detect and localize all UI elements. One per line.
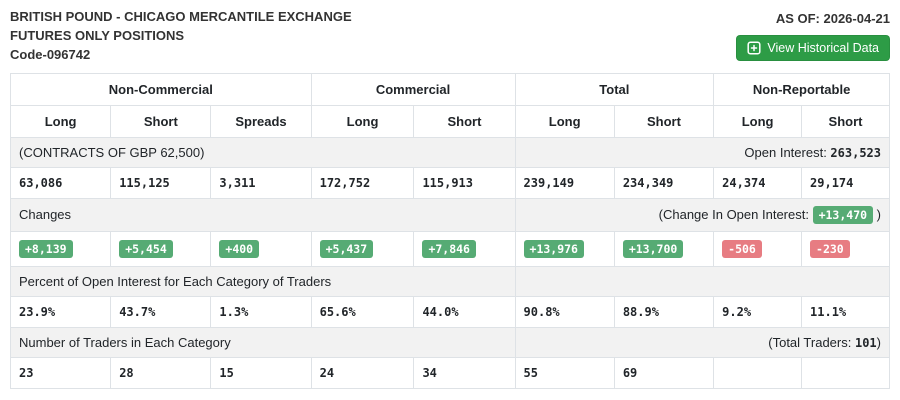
report-titles: BRITISH POUND - CHICAGO MERCANTILE EXCHA… [10, 8, 352, 65]
change-badge: -230 [810, 239, 850, 258]
col-header-noncomm-short: Short [110, 104, 212, 138]
changes-label-row: Changes (Change In Open Interest: +13,47… [10, 197, 891, 232]
group-header-noncommercial: Non-Commercial [10, 72, 312, 106]
traders-row: 23 28 15 24 34 55 69 [9, 356, 890, 389]
positions-cell: 234,349 [613, 166, 715, 199]
changes-cell: -506 [713, 230, 803, 267]
change-badge: +8,139 [19, 239, 73, 258]
change-open-interest-label: (Change In Open Interest: +13,470 ) [514, 197, 891, 232]
group-header-row: Non-Commercial Commercial Total Non-Repo… [10, 72, 890, 106]
view-historical-data-label: View Historical Data [767, 41, 879, 55]
change-oi-prefix: (Change In Open Interest: [658, 206, 813, 222]
open-interest-text: Open Interest: [744, 144, 831, 160]
percent-row: 23.9% 43.7% 1.3% 65.6% 44.0% 90.8% 88.9%… [9, 295, 890, 328]
col-header-comm-short: Short [413, 104, 516, 138]
traders-cell [713, 356, 803, 389]
col-header-total-short: Short [613, 104, 715, 138]
traders-cell: 34 [413, 356, 516, 389]
percent-cell: 65.6% [310, 295, 415, 328]
report-header: BRITISH POUND - CHICAGO MERCANTILE EXCHA… [10, 8, 890, 65]
percent-cell: 23.9% [9, 295, 112, 328]
positions-cell: 29,174 [801, 166, 890, 199]
percent-cell: 11.1% [801, 295, 890, 328]
column-header-row: Long Short Spreads Long Short Long Short… [9, 104, 890, 138]
traders-cell [801, 356, 890, 389]
total-traders-value: 101 [854, 335, 877, 350]
positions-cell: 172,752 [310, 166, 415, 199]
changes-cell: +8,139 [9, 230, 112, 267]
changes-row: +8,139 +5,454 +400 +5,437 +7,846 +13,976… [9, 230, 890, 267]
traders-cell: 15 [210, 356, 312, 389]
traders-cell: 55 [514, 356, 615, 389]
traders-cell: 28 [110, 356, 212, 389]
change-badge: +5,437 [319, 239, 374, 258]
change-badge: -506 [722, 239, 762, 258]
percent-cell: 88.9% [613, 295, 715, 328]
report-header-right: AS OF: 2026-04-21 View Historical Data [736, 8, 890, 61]
col-header-nonrep-long: Long [713, 104, 803, 138]
positions-cell: 115,125 [110, 166, 212, 199]
section-label-percent: Percent of Open Interest for Each Catego… [10, 265, 516, 297]
percent-cell: 43.7% [110, 295, 212, 328]
changes-cell: +13,976 [514, 230, 615, 267]
change-oi-badge: +13,470 [812, 205, 874, 224]
col-header-noncomm-spreads: Spreads [210, 104, 312, 138]
changes-cell: +13,700 [613, 230, 715, 267]
open-interest-label: Open Interest: 263,523 [514, 136, 891, 168]
changes-cell: +5,437 [310, 230, 415, 267]
col-header-comm-long: Long [310, 104, 415, 138]
col-header-total-long: Long [514, 104, 615, 138]
positions-cell: 63,086 [9, 166, 112, 199]
changes-cell: +7,846 [413, 230, 516, 267]
positions-cell: 24,374 [713, 166, 803, 199]
section-label-traders: Number of Traders in Each Category [10, 326, 516, 358]
positions-cell: 3,311 [210, 166, 312, 199]
percent-cell: 1.3% [210, 295, 312, 328]
total-traders-label: (Total Traders: 101) [514, 326, 891, 358]
view-historical-data-button[interactable]: View Historical Data [736, 35, 890, 61]
section-label-contracts: (CONTRACTS OF GBP 62,500) [10, 136, 516, 168]
report-title: BRITISH POUND - CHICAGO MERCANTILE EXCHA… [10, 9, 352, 24]
section-label-changes: Changes [10, 197, 516, 232]
col-header-nonrep-short: Short [801, 104, 890, 138]
percent-label-row: Percent of Open Interest for Each Catego… [10, 265, 891, 297]
as-of-date: AS OF: 2026-04-21 [775, 11, 890, 26]
group-header-total: Total [514, 72, 715, 106]
traders-cell: 69 [613, 356, 715, 389]
change-badge: +400 [219, 239, 260, 258]
percent-label-right [514, 265, 891, 297]
change-badge: +13,700 [622, 239, 684, 258]
positions-row: 63,086 115,125 3,311 172,752 115,913 239… [9, 166, 890, 199]
col-header-noncomm-long: Long [9, 104, 112, 138]
positions-cell: 115,913 [413, 166, 516, 199]
changes-cell: +400 [210, 230, 312, 267]
report-subtitle: FUTURES ONLY POSITIONS [10, 27, 185, 43]
change-badge: +13,976 [523, 239, 584, 258]
group-header-commercial: Commercial [310, 72, 516, 106]
percent-cell: 9.2% [713, 295, 803, 328]
percent-cell: 44.0% [413, 295, 516, 328]
calendar-plus-icon [747, 41, 761, 55]
cot-table: Non-Commercial Commercial Total Non-Repo… [9, 72, 891, 389]
percent-cell: 90.8% [514, 295, 615, 328]
change-badge: +5,454 [119, 239, 173, 258]
changes-cell: -230 [801, 230, 890, 267]
total-traders-prefix: (Total Traders: [768, 334, 855, 350]
group-header-nonreportable: Non-Reportable [713, 72, 890, 106]
change-oi-suffix: ) [873, 206, 881, 222]
contracts-label-row: (CONTRACTS OF GBP 62,500) Open Interest:… [10, 136, 891, 168]
total-traders-suffix: ) [876, 334, 881, 350]
change-badge: +7,846 [422, 239, 476, 258]
positions-cell: 239,149 [514, 166, 615, 199]
traders-cell: 24 [310, 356, 415, 389]
traders-cell: 23 [9, 356, 112, 389]
changes-cell: +5,454 [110, 230, 212, 267]
report-code: Code-096742 [10, 46, 91, 62]
traders-label-row: Number of Traders in Each Category (Tota… [10, 326, 891, 358]
open-interest-value: 263,523 [830, 145, 881, 160]
